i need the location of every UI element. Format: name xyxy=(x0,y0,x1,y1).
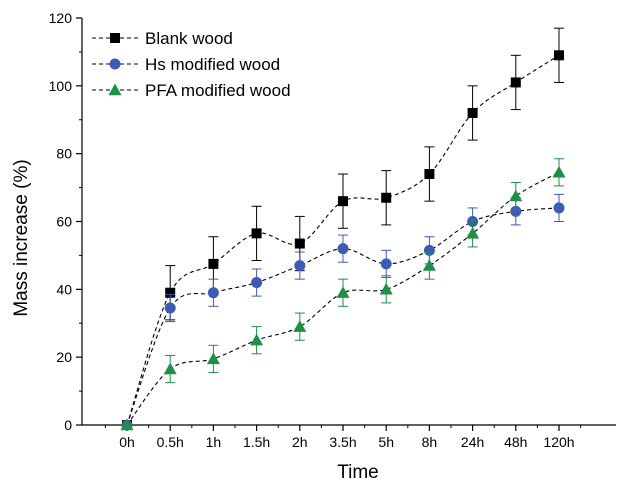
x-tick-label: 2h xyxy=(292,434,308,450)
data-point xyxy=(250,333,264,346)
data-point xyxy=(380,258,392,270)
series-line xyxy=(126,207,560,426)
data-point xyxy=(163,362,177,375)
data-point xyxy=(552,165,566,178)
y-tick-label: 0 xyxy=(64,417,72,433)
data-point xyxy=(338,196,348,207)
data-point xyxy=(294,238,305,249)
data-point xyxy=(336,286,350,298)
x-tick-label: 8h xyxy=(422,434,438,450)
data-point xyxy=(337,243,349,255)
x-tick-label: 120h xyxy=(543,434,574,450)
series-0 xyxy=(122,27,564,430)
series-line xyxy=(126,54,560,426)
data-point xyxy=(554,50,564,61)
data-point xyxy=(294,260,306,272)
series-line xyxy=(126,171,560,426)
legend-marker xyxy=(109,58,121,70)
data-point xyxy=(466,226,480,239)
x-tick-label: 3.5h xyxy=(329,434,356,450)
y-tick-label: 100 xyxy=(49,78,73,94)
data-point xyxy=(553,202,565,214)
data-point xyxy=(467,107,478,118)
y-tick-label: 120 xyxy=(49,10,73,26)
data-point xyxy=(510,205,522,217)
legend-marker xyxy=(108,83,122,96)
y-axis-title: Mass increase (%) xyxy=(11,159,32,316)
legend-label: PFA modified wood xyxy=(145,81,291,100)
x-tick-label: 24h xyxy=(461,434,484,450)
data-point xyxy=(422,259,436,271)
data-point xyxy=(251,277,263,289)
y-tick-label: 20 xyxy=(56,349,72,365)
x-tick-label: 48h xyxy=(504,434,527,450)
y-tick-label: 80 xyxy=(56,146,72,162)
data-point xyxy=(509,189,523,202)
data-point xyxy=(293,320,307,332)
data-point xyxy=(424,169,435,180)
data-point xyxy=(165,287,176,298)
data-point xyxy=(510,77,521,88)
data-point xyxy=(251,228,262,239)
data-point xyxy=(207,287,219,299)
legend: Blank wood Hs modified wood PFA modified w… xyxy=(92,29,291,100)
x-tick-label: 5h xyxy=(378,434,394,450)
data-point xyxy=(120,418,134,431)
x-tick-label: 1h xyxy=(206,434,222,450)
x-tick-label: 0.5h xyxy=(157,434,184,450)
legend-marker xyxy=(110,33,120,43)
series-layer xyxy=(120,27,566,431)
axes: 0 20 40 60 80 100 120 0h 0.5h 1h 1.5h 2h 3.5h 5h 8h 24h… xyxy=(49,10,616,450)
x-tick-label: 0h xyxy=(119,434,135,450)
series-1 xyxy=(121,193,565,431)
data-point xyxy=(423,244,435,256)
data-point xyxy=(381,192,392,203)
x-tick-label: 1.5h xyxy=(243,434,270,450)
y-tick-label: 60 xyxy=(56,214,72,230)
legend-label: Hs modified wood xyxy=(145,55,280,74)
data-point xyxy=(208,258,219,269)
data-point xyxy=(379,282,393,295)
legend-label: Blank wood xyxy=(145,29,233,48)
x-axis-title: Time xyxy=(337,462,379,483)
data-point xyxy=(164,302,176,314)
data-point xyxy=(206,352,220,365)
y-tick-label: 40 xyxy=(56,281,72,297)
series-2 xyxy=(120,158,566,431)
